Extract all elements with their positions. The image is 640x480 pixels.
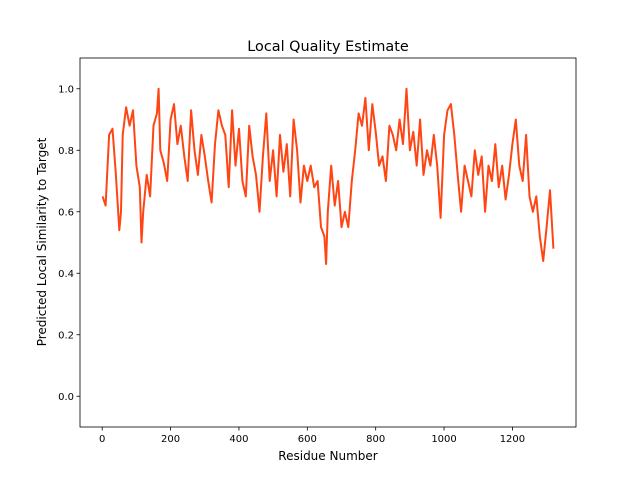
y-tick-label: 0.6 xyxy=(58,207,74,218)
plot-series-group xyxy=(101,87,555,265)
x-tick-label: 800 xyxy=(366,434,385,445)
axes-frame xyxy=(79,57,577,428)
series-line xyxy=(101,87,555,265)
y-axis-label: Predicted Local Similarity to Target xyxy=(35,137,49,346)
x-tick-label: 0 xyxy=(99,434,105,445)
x-tick-label: 200 xyxy=(161,434,180,445)
x-axis-ticks: 0 200 400 600 800 1000 1200 xyxy=(99,427,525,445)
x-tick-label: 1000 xyxy=(431,434,456,445)
y-tick-label: 1.0 xyxy=(58,84,74,95)
y-tick-label: 0.2 xyxy=(58,330,74,341)
y-tick-label: 0.4 xyxy=(58,269,74,280)
x-tick-label: 600 xyxy=(298,434,317,445)
x-axis-label: Residue Number xyxy=(278,449,377,463)
x-tick-label: 1200 xyxy=(500,434,525,445)
y-axis-ticks: 0.0 0.2 0.4 0.6 0.8 1.0 xyxy=(58,84,80,403)
x-tick-label: 400 xyxy=(229,434,248,445)
y-tick-label: 0.8 xyxy=(58,146,74,157)
chart-title: Local Quality Estimate xyxy=(247,39,409,55)
y-tick-label: 0.0 xyxy=(58,392,74,403)
